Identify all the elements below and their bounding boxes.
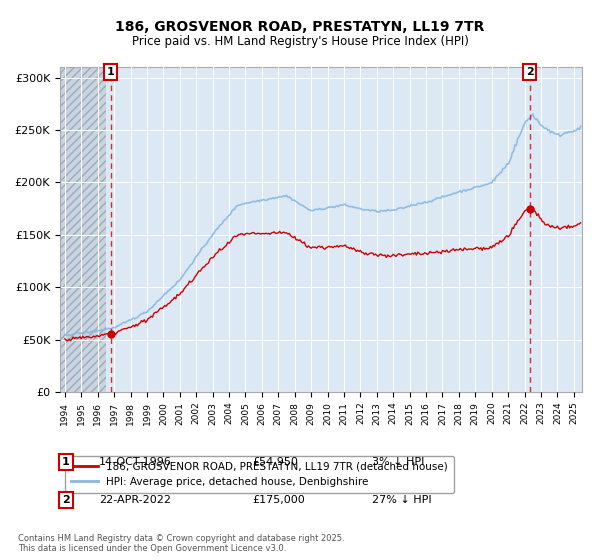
Text: 186, GROSVENOR ROAD, PRESTATYN, LL19 7TR: 186, GROSVENOR ROAD, PRESTATYN, LL19 7TR xyxy=(115,20,485,34)
Text: 2: 2 xyxy=(526,67,533,77)
Text: 22-APR-2022: 22-APR-2022 xyxy=(99,495,171,505)
Text: 1: 1 xyxy=(62,457,70,467)
Text: 3% ↓ HPI: 3% ↓ HPI xyxy=(372,457,424,467)
Text: Price paid vs. HM Land Registry's House Price Index (HPI): Price paid vs. HM Land Registry's House … xyxy=(131,35,469,48)
Bar xyxy=(60,67,106,392)
Text: 2: 2 xyxy=(62,495,70,505)
Legend: 186, GROSVENOR ROAD, PRESTATYN, LL19 7TR (detached house), HPI: Average price, d: 186, GROSVENOR ROAD, PRESTATYN, LL19 7TR… xyxy=(65,456,454,493)
Text: 27% ↓ HPI: 27% ↓ HPI xyxy=(372,495,431,505)
Text: Contains HM Land Registry data © Crown copyright and database right 2025.
This d: Contains HM Land Registry data © Crown c… xyxy=(18,534,344,553)
Text: £175,000: £175,000 xyxy=(252,495,305,505)
Text: 14-OCT-1996: 14-OCT-1996 xyxy=(99,457,172,467)
Text: £54,950: £54,950 xyxy=(252,457,298,467)
Text: 1: 1 xyxy=(107,67,115,77)
